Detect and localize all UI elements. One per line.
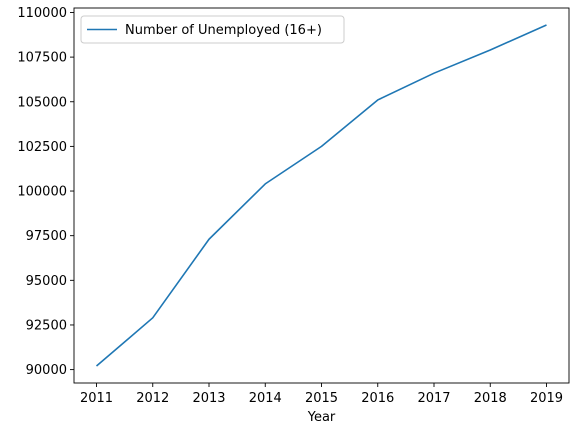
x-tick-label: 2013 xyxy=(192,391,225,406)
y-tick-label: 95000 xyxy=(26,274,67,289)
x-axis: 2011 2012 2013 2014 2015 2016 2017 2018 2019 xyxy=(80,383,563,406)
x-tick-label: 2016 xyxy=(361,391,394,406)
y-tick-label: 105000 xyxy=(17,95,67,110)
y-tick-label: 102500 xyxy=(17,140,67,155)
y-tick-label: 90000 xyxy=(26,363,67,378)
y-tick-label: 97500 xyxy=(26,229,67,244)
x-axis-label: Year xyxy=(307,410,336,425)
x-tick-label: 2018 xyxy=(474,391,507,406)
x-tick-label: 2019 xyxy=(530,391,563,406)
legend-label-unemployed: Number of Unemployed (16+) xyxy=(125,23,322,38)
y-tick-label: 107500 xyxy=(17,51,67,66)
x-tick-label: 2017 xyxy=(417,391,450,406)
x-tick-label: 2015 xyxy=(305,391,338,406)
x-tick-label: 2014 xyxy=(249,391,282,406)
x-tick-label: 2011 xyxy=(80,391,113,406)
y-tick-label: 110000 xyxy=(17,6,67,21)
y-tick-label: 92500 xyxy=(26,318,67,333)
series-line-unemployed xyxy=(95,24,547,367)
legend-box xyxy=(80,15,345,44)
x-tick-label: 2012 xyxy=(136,391,169,406)
y-tick-label: 100000 xyxy=(17,185,67,200)
legend: Number of Unemployed (16+) xyxy=(80,15,345,44)
y-axis: 90000 92500 95000 97500 100000 102500 105000 10… xyxy=(17,6,74,378)
